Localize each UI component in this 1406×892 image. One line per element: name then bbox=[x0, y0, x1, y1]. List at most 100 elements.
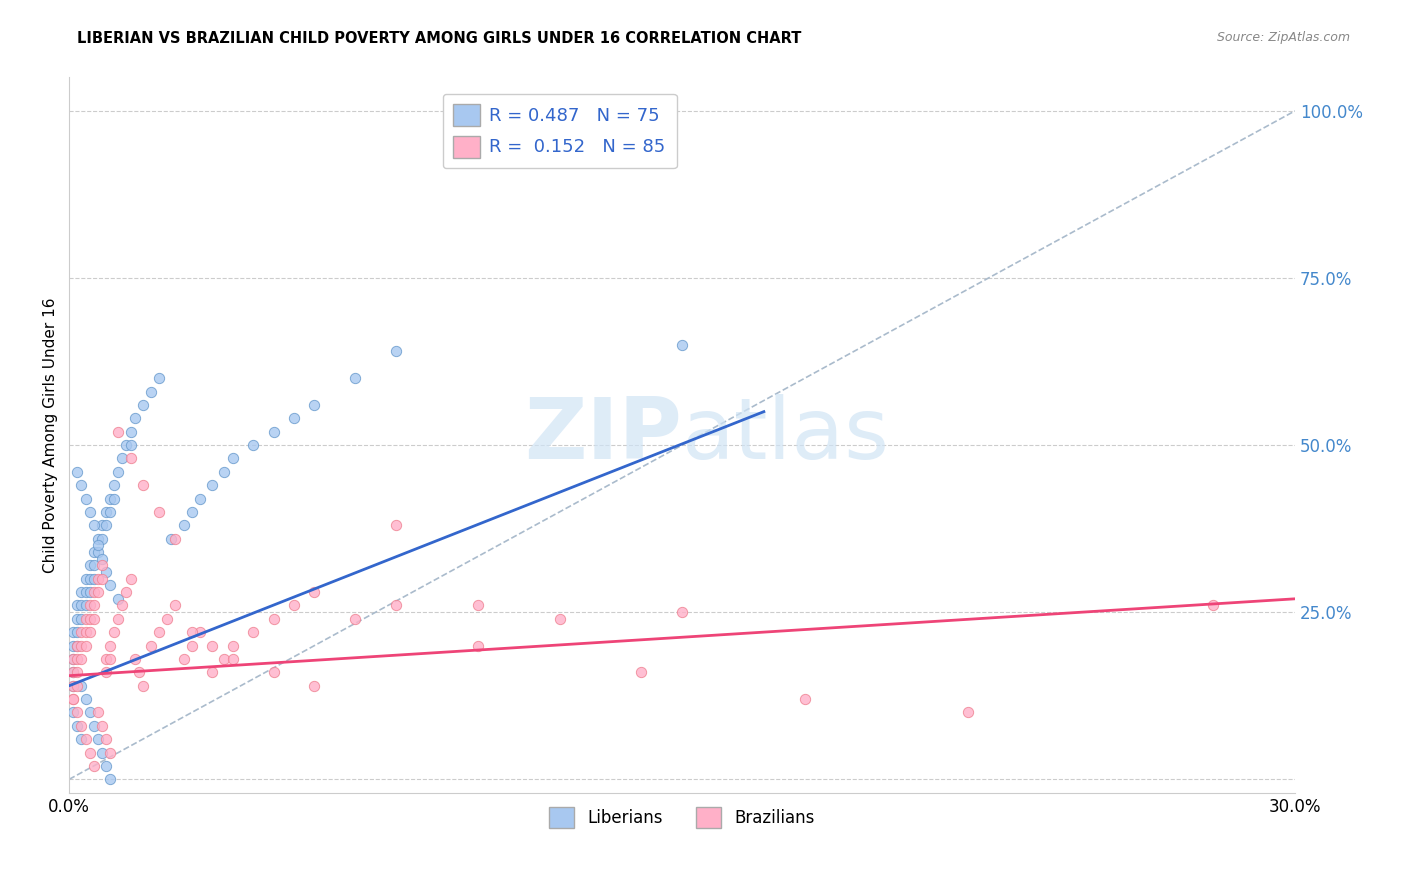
Point bbox=[66, 665, 89, 680]
Point bbox=[111, 599, 134, 613]
Point bbox=[957, 706, 980, 720]
Point bbox=[66, 625, 89, 640]
Point bbox=[344, 371, 367, 385]
Point bbox=[79, 706, 101, 720]
Point bbox=[62, 639, 84, 653]
Point bbox=[70, 612, 93, 626]
Point bbox=[385, 518, 408, 533]
Point bbox=[66, 719, 89, 733]
Point bbox=[79, 599, 101, 613]
Point bbox=[132, 478, 155, 492]
Point bbox=[70, 732, 93, 747]
Point bbox=[87, 532, 110, 546]
Point bbox=[94, 759, 117, 773]
Point bbox=[62, 692, 84, 706]
Point bbox=[87, 732, 110, 747]
Point bbox=[62, 665, 84, 680]
Point bbox=[62, 679, 84, 693]
Point bbox=[98, 746, 121, 760]
Point bbox=[66, 465, 89, 479]
Point bbox=[94, 505, 117, 519]
Point bbox=[83, 585, 105, 599]
Point bbox=[66, 679, 89, 693]
Point bbox=[83, 612, 105, 626]
Point bbox=[90, 558, 112, 573]
Point bbox=[62, 625, 84, 640]
Point bbox=[98, 505, 121, 519]
Point bbox=[70, 652, 93, 666]
Point bbox=[94, 518, 117, 533]
Point bbox=[671, 605, 693, 619]
Point bbox=[98, 772, 121, 787]
Point bbox=[103, 625, 125, 640]
Point bbox=[548, 612, 571, 626]
Point bbox=[165, 532, 187, 546]
Point bbox=[66, 612, 89, 626]
Point bbox=[385, 344, 408, 359]
Point bbox=[124, 652, 146, 666]
Point bbox=[87, 572, 110, 586]
Point bbox=[70, 585, 93, 599]
Point bbox=[107, 425, 129, 439]
Point bbox=[75, 625, 97, 640]
Point bbox=[66, 652, 89, 666]
Point bbox=[1202, 599, 1225, 613]
Point bbox=[94, 652, 117, 666]
Point bbox=[148, 625, 170, 640]
Point bbox=[75, 572, 97, 586]
Point bbox=[188, 491, 211, 506]
Point bbox=[180, 625, 202, 640]
Point bbox=[79, 625, 101, 640]
Point bbox=[304, 398, 326, 412]
Text: ZIP: ZIP bbox=[524, 393, 682, 476]
Point bbox=[66, 639, 89, 653]
Point bbox=[128, 665, 150, 680]
Point bbox=[120, 425, 142, 439]
Point bbox=[304, 585, 326, 599]
Point bbox=[120, 451, 142, 466]
Point bbox=[66, 599, 89, 613]
Y-axis label: Child Poverty Among Girls Under 16: Child Poverty Among Girls Under 16 bbox=[44, 297, 58, 573]
Point bbox=[94, 732, 117, 747]
Point bbox=[160, 532, 183, 546]
Point bbox=[75, 585, 97, 599]
Point bbox=[214, 652, 236, 666]
Point bbox=[83, 518, 105, 533]
Point bbox=[263, 665, 285, 680]
Point bbox=[107, 591, 129, 606]
Point bbox=[79, 585, 101, 599]
Point bbox=[107, 465, 129, 479]
Point bbox=[173, 652, 195, 666]
Point bbox=[283, 599, 305, 613]
Point bbox=[90, 551, 112, 566]
Point bbox=[90, 518, 112, 533]
Point bbox=[83, 572, 105, 586]
Point bbox=[79, 612, 101, 626]
Point bbox=[156, 612, 179, 626]
Point bbox=[94, 565, 117, 579]
Point bbox=[148, 505, 170, 519]
Point bbox=[90, 746, 112, 760]
Point bbox=[83, 759, 105, 773]
Point bbox=[385, 599, 408, 613]
Point bbox=[242, 438, 264, 452]
Point bbox=[70, 679, 93, 693]
Point bbox=[79, 558, 101, 573]
Point bbox=[79, 746, 101, 760]
Point bbox=[132, 398, 155, 412]
Point bbox=[467, 599, 489, 613]
Point bbox=[201, 639, 224, 653]
Point bbox=[221, 652, 243, 666]
Point bbox=[214, 465, 236, 479]
Point bbox=[98, 578, 121, 592]
Point bbox=[221, 451, 243, 466]
Point bbox=[87, 538, 110, 552]
Point bbox=[103, 478, 125, 492]
Point bbox=[124, 411, 146, 425]
Point bbox=[94, 665, 117, 680]
Point bbox=[115, 438, 138, 452]
Point bbox=[180, 505, 202, 519]
Point bbox=[75, 732, 97, 747]
Point bbox=[630, 665, 652, 680]
Point bbox=[83, 545, 105, 559]
